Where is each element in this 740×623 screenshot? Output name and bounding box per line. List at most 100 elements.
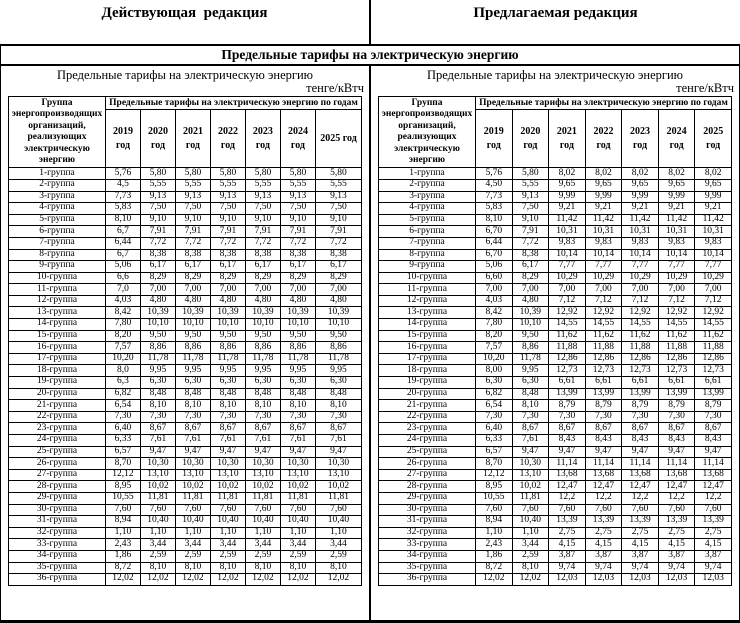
tariff-value: 9,74 bbox=[548, 561, 586, 575]
tariff-value: 7,61 bbox=[139, 434, 176, 447]
tariff-value: 3,87 bbox=[621, 549, 659, 563]
tariff-value: 9,13 bbox=[139, 190, 176, 204]
tariff-value: 3,44 bbox=[279, 538, 316, 551]
tariff-value: 9,47 bbox=[209, 445, 246, 459]
year-column-header: 2020 год bbox=[139, 109, 176, 169]
tariff-value: 6,7 bbox=[105, 248, 141, 262]
tariff-value: 7,30 bbox=[584, 410, 623, 424]
tariff-value: 6,70 bbox=[475, 225, 513, 238]
tariff-value: 8,10 bbox=[511, 399, 550, 412]
edition-header-row: Действующая редакция Предлагаемая редакц… bbox=[0, 0, 740, 44]
tariff-value: 7,00 bbox=[584, 283, 623, 296]
group-label: 35-группа bbox=[8, 561, 106, 575]
year-column-header: 2023 год bbox=[244, 109, 281, 169]
year-column-header: 2020 год bbox=[511, 109, 550, 169]
tariff-value: 7,61 bbox=[279, 434, 316, 447]
tariff-value: 7,30 bbox=[621, 410, 659, 424]
year-column-header: 2019 год bbox=[105, 109, 141, 169]
tariff-value: 7,00 bbox=[475, 283, 513, 296]
tariff-value: 8,48 bbox=[174, 387, 211, 401]
tariff-value: 7,73 bbox=[105, 190, 141, 204]
tariff-value: 7,00 bbox=[511, 283, 550, 296]
tariff-value: 11,88 bbox=[584, 341, 623, 354]
tariff-value: 8,10 bbox=[511, 561, 550, 575]
tariff-value: 2,59 bbox=[314, 549, 363, 563]
tariff-value: 2,75 bbox=[584, 526, 623, 540]
tariff-table-row: 35-группа 8,72 8,10 9,74 9,74 9,74 9,74 9,74 bbox=[378, 561, 732, 575]
tariff-value: 7,77 bbox=[621, 260, 659, 273]
tariff-table-row: 2-группа 4,5 5,55 5,55 5,55 5,55 5,55 5,55 bbox=[8, 178, 363, 192]
tariff-value: 5,80 bbox=[511, 167, 550, 180]
tariff-table-row: 33-группа 2,43 3,44 3,44 3,44 3,44 3,44 3,44 bbox=[8, 538, 363, 551]
tariff-value: 9,95 bbox=[209, 364, 246, 378]
tariff-value: 13,39 bbox=[584, 515, 623, 528]
tariff-value: 6,57 bbox=[475, 445, 513, 459]
tariff-value: 7,57 bbox=[475, 341, 513, 354]
tariff-value: 8,67 bbox=[657, 422, 696, 435]
group-label: 2-группа bbox=[378, 178, 476, 192]
tariff-value: 10,30 bbox=[174, 457, 211, 470]
tariff-value: 3,87 bbox=[584, 549, 623, 563]
year-header-row: 2019 год 2020 год 2021 год 2022 год 2023 год… bbox=[9, 109, 363, 169]
tariff-value: 10,31 bbox=[548, 225, 586, 238]
tariff-table-row: 6-группа 6,7 7,91 7,91 7,91 7,91 7,91 7,91 bbox=[8, 225, 363, 238]
tariff-value: 8,94 bbox=[475, 515, 513, 528]
group-label: 4-группа bbox=[378, 202, 476, 215]
group-label: 4-группа bbox=[8, 202, 106, 215]
tariff-value: 8,10 bbox=[314, 399, 363, 412]
tariff-value: 8,43 bbox=[694, 434, 732, 447]
tariff-table-row: 14-группа 7,80 10,10 10,10 10,10 10,10 10,10 10… bbox=[8, 318, 363, 331]
group-label: 21-группа bbox=[378, 399, 476, 412]
tariff-value: 10,10 bbox=[174, 318, 211, 331]
tariff-value: 5,55 bbox=[174, 178, 211, 192]
tariff-value: 14,55 bbox=[548, 318, 586, 331]
tariff-value: 11,62 bbox=[584, 329, 623, 343]
tariff-value: 9,65 bbox=[584, 178, 623, 192]
tariff-value: 1,10 bbox=[511, 526, 550, 540]
tariff-value: 9,13 bbox=[244, 190, 281, 204]
tariff-value: 9,50 bbox=[511, 329, 550, 343]
tariff-value: 14,55 bbox=[621, 318, 659, 331]
tariff-value: 5,55 bbox=[511, 178, 550, 192]
tariff-value: 2,59 bbox=[209, 549, 246, 563]
tariff-value: 8,10 bbox=[209, 561, 246, 575]
group-label: 6-группа bbox=[8, 225, 106, 238]
tariff-value: 6,7 bbox=[105, 225, 141, 238]
group-label: 11-группа bbox=[378, 283, 476, 296]
tariff-value: 8,48 bbox=[244, 387, 281, 401]
tariff-value: 9,10 bbox=[314, 213, 363, 227]
tariff-value: 12,02 bbox=[314, 573, 363, 586]
tariff-value: 8,86 bbox=[314, 341, 363, 354]
tariff-value: 7,30 bbox=[244, 410, 281, 424]
tariff-value: 4,80 bbox=[314, 294, 363, 308]
group-label: 1-группа bbox=[8, 167, 106, 180]
tariff-value: 7,57 bbox=[105, 341, 141, 354]
tariff-value: 10,10 bbox=[279, 318, 316, 331]
group-label: 31-группа bbox=[378, 515, 476, 528]
tariff-value: 8,10 bbox=[279, 399, 316, 412]
proposed-edition-panel: Предельные тарифы на электрическую энерг… bbox=[371, 66, 739, 620]
tariff-table-row: 24-группа 6,33 7,61 7,61 7,61 7,61 7,61 7,61 bbox=[8, 434, 363, 447]
tariff-value: 12,47 bbox=[621, 480, 659, 493]
tariff-value: 13,68 bbox=[657, 468, 696, 482]
tariff-value: 11,14 bbox=[621, 457, 659, 470]
tariff-value: 10,40 bbox=[244, 515, 281, 528]
tariff-value: 12,2 bbox=[694, 491, 732, 505]
tariff-value: 4,80 bbox=[174, 294, 211, 308]
tariff-table-row: 23-группа 6,40 8,67 8,67 8,67 8,67 8,67 8,67 bbox=[8, 422, 363, 435]
tariff-value: 8,67 bbox=[511, 422, 550, 435]
tariff-table-row: 22-группа 7,30 7,30 7,30 7,30 7,30 7,30 7,30 bbox=[378, 410, 732, 424]
tariff-value: 5,55 bbox=[314, 178, 363, 192]
tariff-value: 7,60 bbox=[105, 503, 141, 517]
table-subtitle: Предельные тарифы на электрическую энерг… bbox=[426, 68, 684, 82]
tariff-value: 10,39 bbox=[139, 306, 176, 320]
tariff-value: 8,95 bbox=[475, 480, 513, 493]
tariff-table-row: 30-группа 7,60 7,60 7,60 7,60 7,60 7,60 7,60 bbox=[8, 503, 363, 517]
tariff-value: 8,79 bbox=[621, 399, 659, 412]
tariff-value: 12,2 bbox=[621, 491, 659, 505]
tariff-value: 7,00 bbox=[621, 283, 659, 296]
tariff-value: 10,14 bbox=[657, 248, 696, 262]
tariff-value: 12,47 bbox=[584, 480, 623, 493]
tariff-value: 9,13 bbox=[511, 190, 550, 204]
tariff-value: 9,47 bbox=[657, 445, 696, 459]
